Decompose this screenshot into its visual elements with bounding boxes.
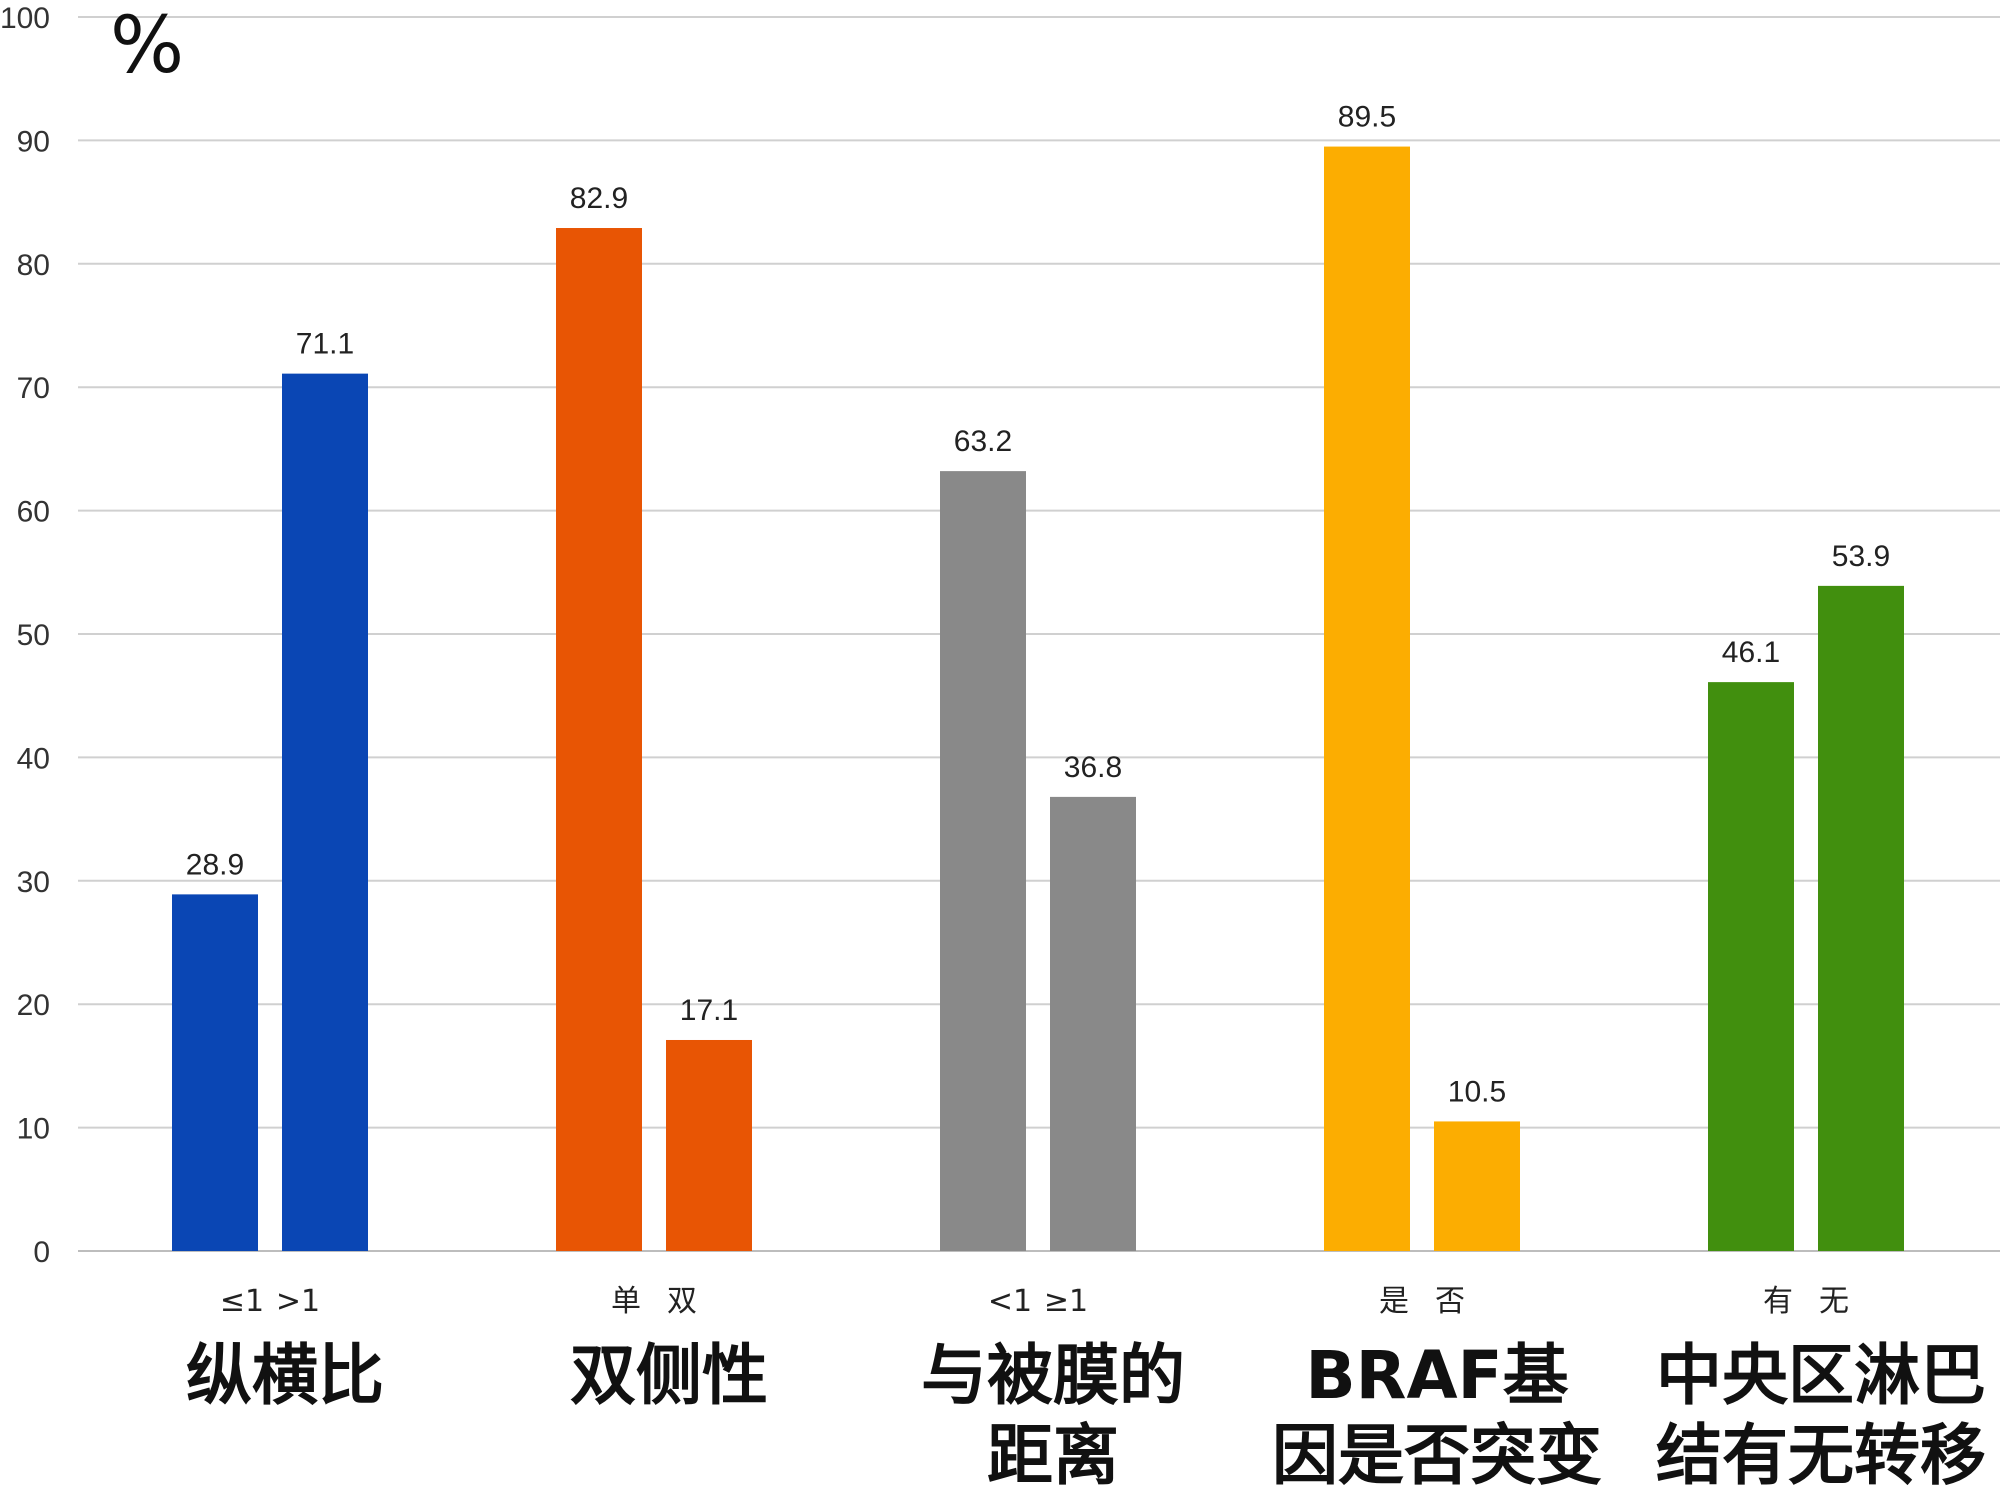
- y-tick-label: 60: [17, 496, 50, 529]
- bar-value-label: 63.2: [954, 425, 1012, 458]
- bar-value-label: 17.1: [680, 994, 738, 1027]
- subcategory-label: >1: [276, 1284, 320, 1319]
- y-axis-ticks: 0 10 20 30 40 50 60 70 80 90 100: [0, 2, 50, 1269]
- bar-value-label: 89.5: [1338, 101, 1396, 134]
- category-label: 因是否突变: [1272, 1417, 1602, 1489]
- bar: [666, 1039, 752, 1251]
- bar: [1818, 585, 1904, 1251]
- bar: [1434, 1121, 1520, 1251]
- subcategory-label: 是: [1379, 1284, 1409, 1319]
- subcategory-label: 双: [667, 1284, 697, 1319]
- subcategory-label: 否: [1435, 1284, 1465, 1319]
- bar: [940, 471, 1026, 1251]
- data-labels: 28.9 71.1 82.9 17.1 63.2 36.8 89.5 10.5 46.1 53.9: [186, 101, 1890, 1109]
- subcategory-label: ≥1: [1044, 1284, 1088, 1319]
- bar: [556, 228, 642, 1252]
- y-unit-label: %: [110, 1, 184, 91]
- y-tick-label: 0: [33, 1236, 50, 1269]
- y-tick-label: 90: [17, 125, 50, 158]
- category-label: 纵横比: [186, 1337, 384, 1414]
- bar: [1708, 682, 1794, 1251]
- y-tick-label: 20: [17, 989, 50, 1022]
- bars: [172, 146, 1904, 1252]
- subcategory-label: ≤1: [220, 1284, 264, 1319]
- y-tick-label: 10: [17, 1113, 50, 1146]
- category-label: BRAF基: [1305, 1337, 1568, 1414]
- bar-value-label: 46.1: [1722, 636, 1780, 669]
- bar-value-label: 10.5: [1448, 1075, 1506, 1108]
- bar-value-label: 71.1: [296, 328, 354, 361]
- subcategory-label: 无: [1819, 1284, 1849, 1319]
- category-label: 双侧性: [570, 1337, 768, 1414]
- subcategory-label: 有: [1763, 1284, 1793, 1319]
- bar-value-label: 36.8: [1064, 751, 1122, 784]
- gridlines: [78, 16, 2000, 1252]
- y-tick-label: 40: [17, 742, 50, 775]
- bar: [172, 894, 258, 1251]
- y-tick-label: 70: [17, 372, 50, 405]
- bar: [1324, 146, 1410, 1251]
- y-tick-label: 30: [17, 866, 50, 899]
- category-label: 结有无转移: [1656, 1417, 1986, 1489]
- subcategory-label: <1: [988, 1284, 1032, 1319]
- bar: [1050, 796, 1136, 1251]
- bar-value-label: 53.9: [1832, 540, 1890, 573]
- y-tick-label: 50: [17, 619, 50, 652]
- bar-value-label: 82.9: [570, 182, 628, 215]
- category-label: 距离: [987, 1417, 1119, 1489]
- y-tick-label: 80: [17, 249, 50, 282]
- bar-value-label: 28.9: [186, 848, 244, 881]
- bar: [282, 373, 368, 1252]
- category-label: 中央区淋巴: [1656, 1337, 1986, 1414]
- y-tick-label: 100: [0, 2, 50, 35]
- category-label: 与被膜的: [921, 1337, 1185, 1414]
- subcategory-label: 单: [611, 1284, 641, 1319]
